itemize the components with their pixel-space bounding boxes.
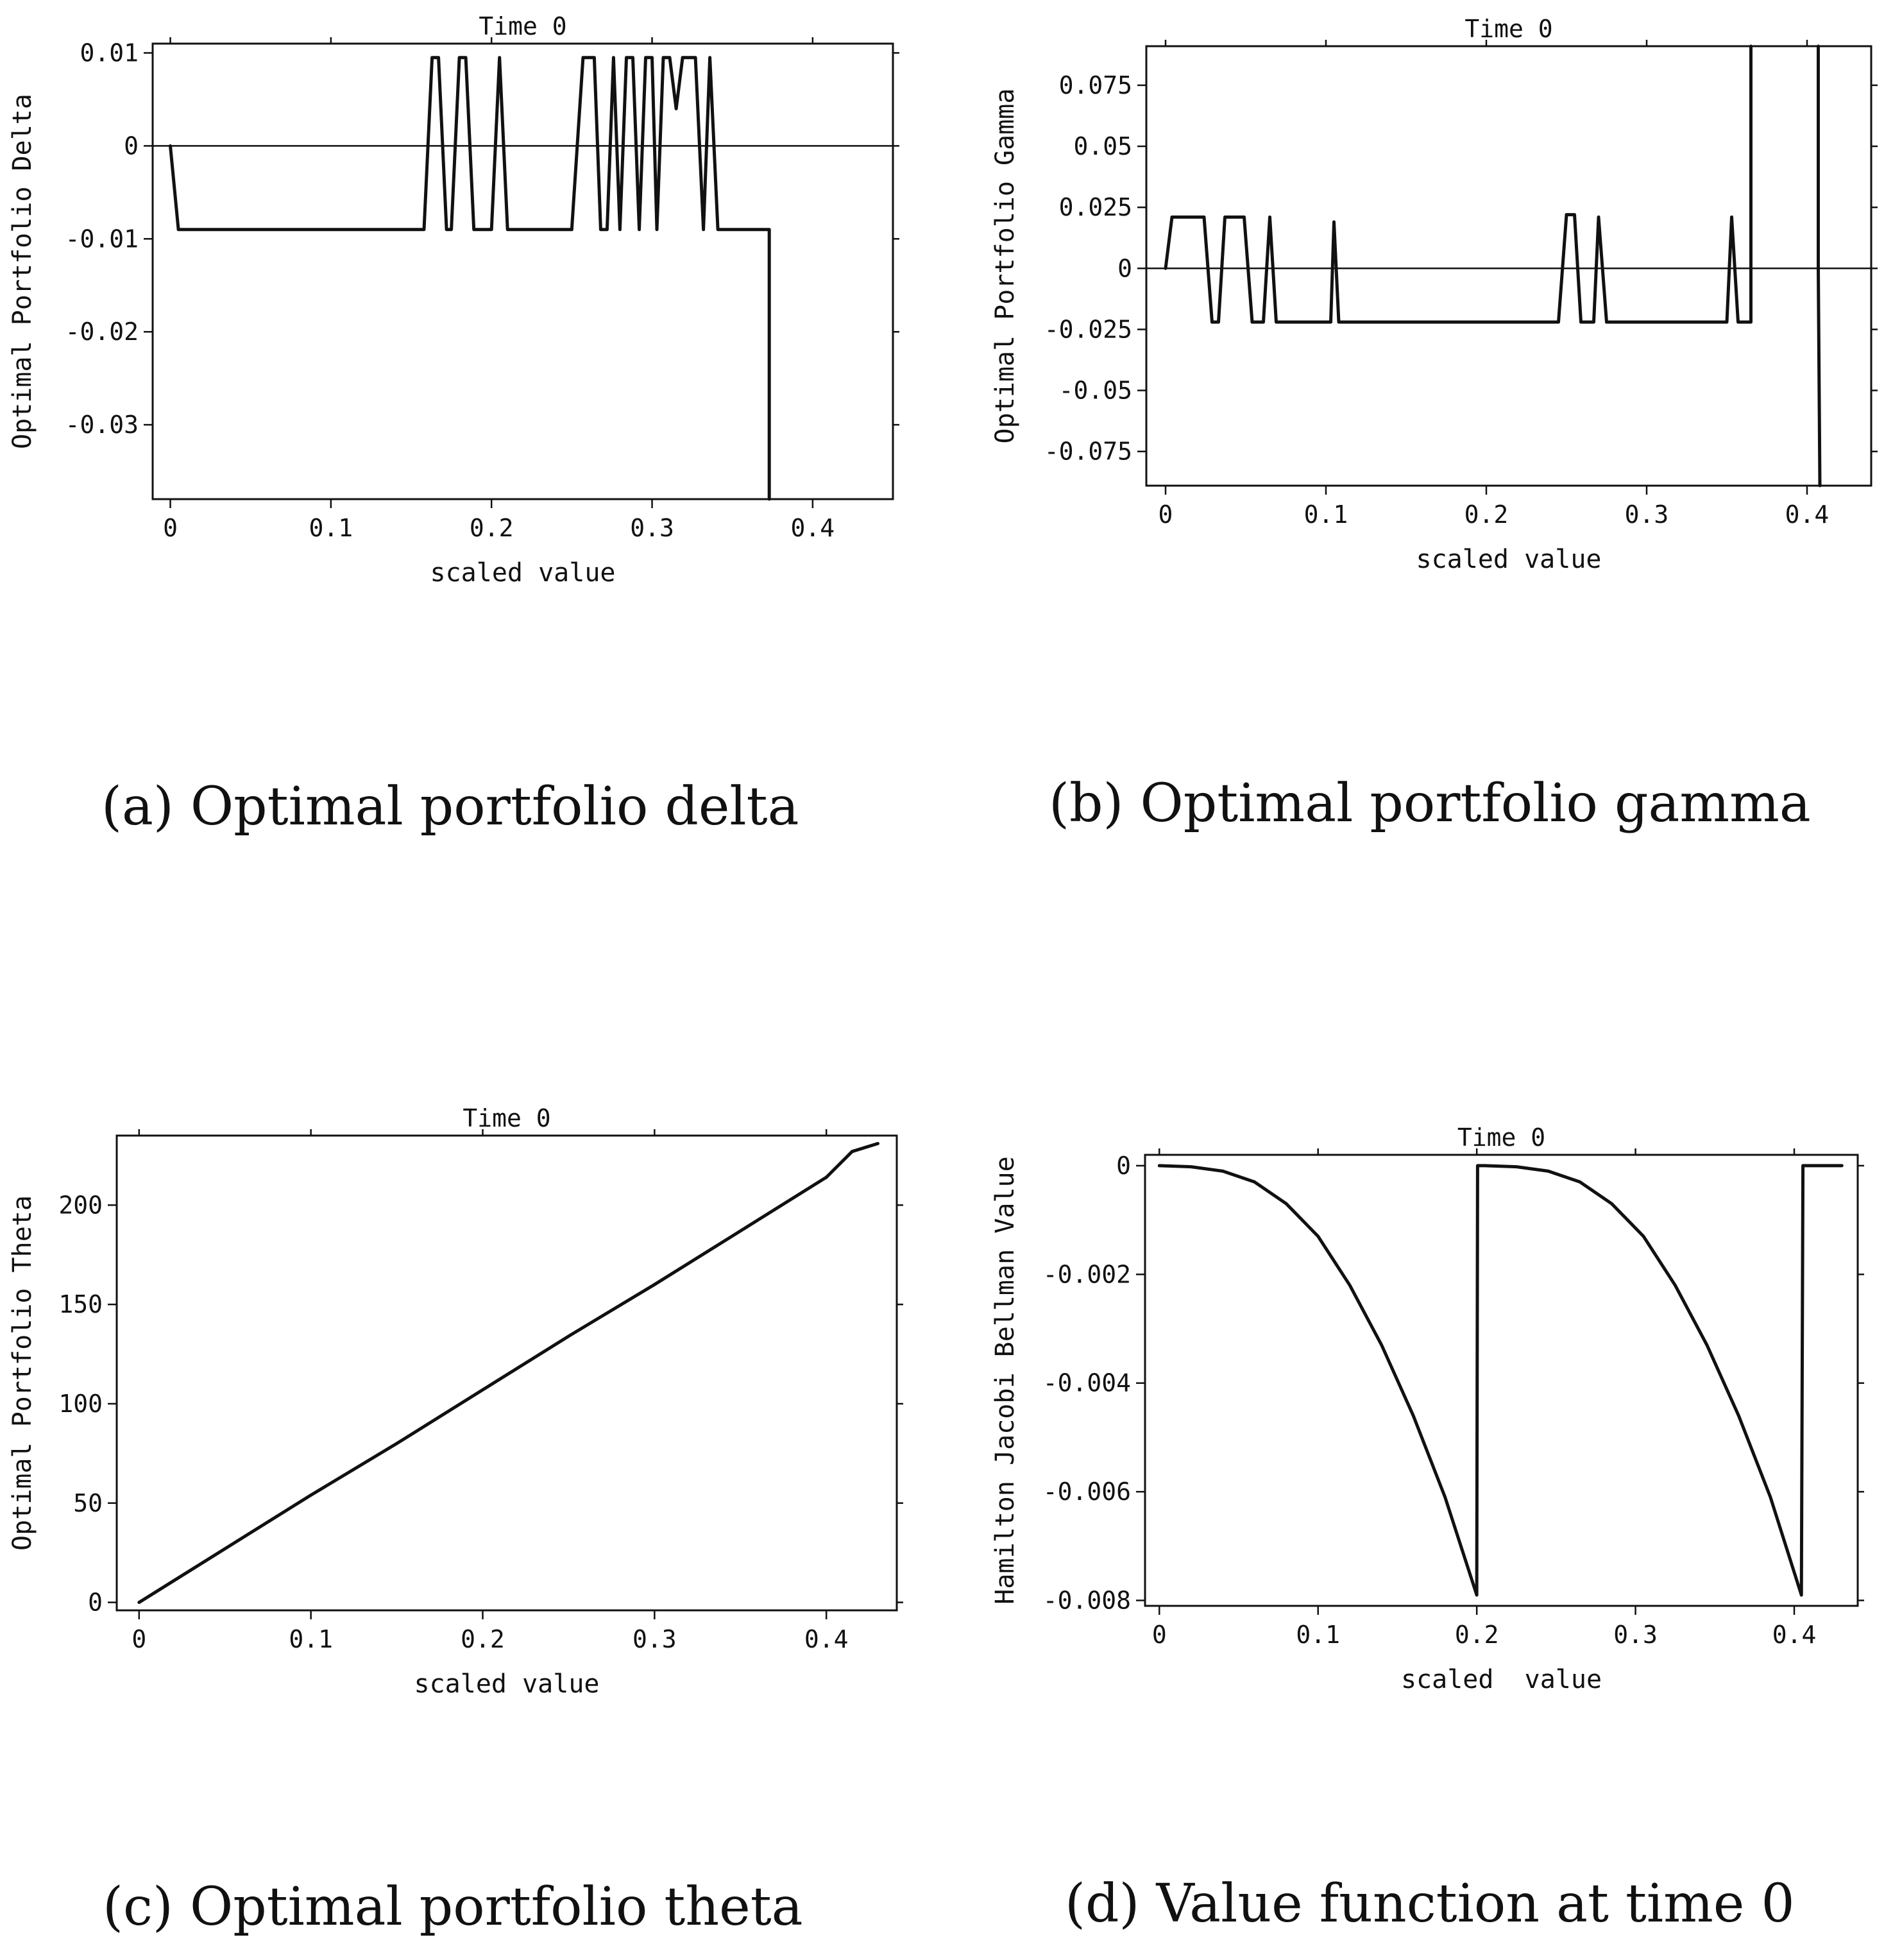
subfigure-caption: (a) Optimal portfolio delta — [101, 776, 799, 837]
chart-title: Time 0 — [463, 1104, 550, 1132]
x-tick-label: 0.4 — [1785, 500, 1829, 529]
chart-b: 0 0.1 0.2 0.3 0.4 0.075 0.05 0.025 0 -0.025 -0.05 -… — [990, 15, 1878, 834]
x-tick-label: 0 — [1152, 1621, 1167, 1649]
y-tick-label: -0.002 — [1043, 1260, 1131, 1288]
y-tick-label: -0.03 — [65, 411, 139, 439]
chart-title: Time 0 — [1464, 15, 1552, 43]
series-line-1 — [1817, 44, 1822, 488]
y-tick-label: 0 — [1117, 254, 1132, 282]
y-tick-label: -0.025 — [1044, 315, 1132, 343]
y-tick-label: -0.075 — [1044, 438, 1132, 466]
y-tick-label: 0 — [124, 132, 139, 160]
x-tick-label: 0.2 — [470, 514, 514, 542]
y-tick-label: 0.025 — [1059, 193, 1132, 221]
chart-d: 0 0.1 0.2 0.3 0.4 0 -0.002 -0.004 -0.006 -0.008 Ti… — [990, 1123, 1864, 1934]
x-tick-label: 0.4 — [1772, 1621, 1817, 1649]
x-axis-label: scaled value — [430, 558, 616, 588]
subfigure-caption: (d) Value function at time 0 — [1065, 1873, 1795, 1934]
x-tick-label: 0.3 — [632, 1625, 677, 1653]
y-tick-label: 200 — [58, 1191, 103, 1219]
x-tick-label: 0.1 — [1296, 1621, 1340, 1649]
y-tick-label: -0.01 — [65, 225, 139, 253]
plot-frame — [151, 42, 894, 500]
series-line-0 — [137, 1141, 879, 1605]
y-tick-label: 0 — [88, 1589, 103, 1617]
x-tick-label: 0 — [163, 514, 178, 542]
x-tick-label: 0.3 — [1613, 1621, 1658, 1649]
y-tick-label: -0.05 — [1059, 377, 1132, 405]
chart-title: Time 0 — [1457, 1123, 1545, 1152]
chart-c: 0 0.1 0.2 0.3 0.4 0 50 100 150 200 Time 0 scaled va… — [8, 1104, 903, 1938]
x-axis-label: scaled value — [1416, 545, 1602, 574]
plot-frame — [115, 1134, 898, 1612]
y-tick-label: 150 — [58, 1290, 103, 1318]
chart-a: 0 0.1 0.2 0.3 0.4 0.01 0 -0.01 -0.02 -0.03 Time 0 s… — [8, 12, 899, 837]
y-tick-label: 100 — [58, 1390, 103, 1418]
x-tick-label: 0.2 — [1455, 1621, 1499, 1649]
y-tick-label: -0.004 — [1043, 1369, 1131, 1397]
y-tick-label: 0.075 — [1059, 71, 1132, 99]
y-axis-label: Hamilton Jacobi Bellman Value — [990, 1156, 1020, 1604]
chart-title: Time 0 — [479, 12, 566, 40]
x-tick-label: 0.4 — [791, 514, 835, 542]
x-tick-label: 0 — [1159, 500, 1173, 529]
y-axis-label: Optimal Portfolio Gamma — [990, 89, 1020, 444]
series-line-0 — [1157, 1164, 1844, 1597]
y-tick-label: -0.02 — [65, 318, 139, 346]
y-tick-label: 50 — [73, 1489, 103, 1517]
subfigure-caption: (b) Optimal portfolio gamma — [1049, 773, 1811, 834]
y-tick-label: 0.01 — [80, 38, 139, 67]
x-tick-label: 0.1 — [289, 1625, 333, 1653]
x-tick-label: 0 — [132, 1625, 146, 1653]
y-tick-label: -0.008 — [1043, 1587, 1131, 1615]
x-tick-label: 0.3 — [630, 514, 674, 542]
y-axis-label: Optimal Portfolio Delta — [8, 94, 37, 449]
y-tick-label: 0 — [1116, 1152, 1131, 1180]
x-axis-label: scaled value — [1401, 1665, 1602, 1694]
y-axis-label: Optimal Portfolio Theta — [8, 1195, 37, 1551]
x-tick-label: 0.3 — [1625, 500, 1669, 529]
x-tick-label: 0.1 — [309, 514, 353, 542]
plot-frame — [1144, 1154, 1859, 1607]
series-line-0 — [1164, 44, 1753, 324]
x-tick-label: 0.1 — [1304, 500, 1348, 529]
series-line-0 — [169, 56, 771, 501]
plot-frame — [1145, 45, 1872, 487]
x-axis-label: scaled value — [414, 1669, 600, 1699]
y-tick-label: 0.05 — [1073, 132, 1132, 160]
x-tick-label: 0.4 — [804, 1625, 849, 1653]
subfigure-caption: (c) Optimal portfolio theta — [103, 1877, 803, 1938]
x-tick-label: 0.2 — [461, 1625, 505, 1653]
x-tick-label: 0.2 — [1464, 500, 1509, 529]
y-tick-label: -0.006 — [1043, 1478, 1131, 1506]
